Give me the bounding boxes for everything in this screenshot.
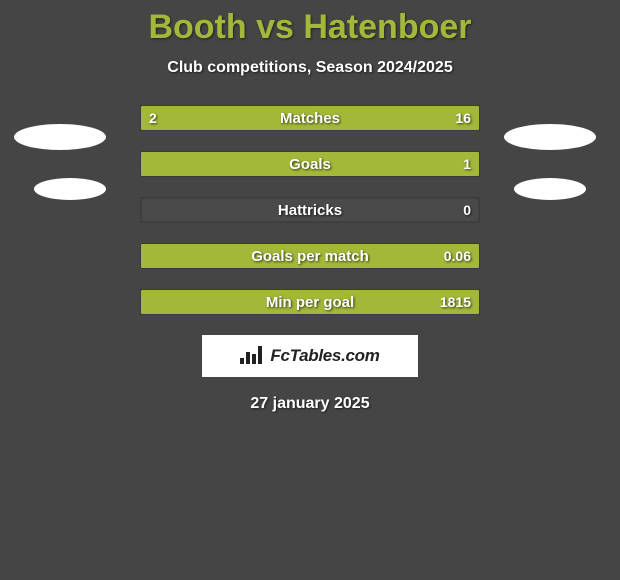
- stat-bar: Goals1: [140, 151, 480, 177]
- page-subtitle: Club competitions, Season 2024/2025: [0, 59, 620, 77]
- stat-bar-right-fill: [141, 244, 479, 268]
- bars-icon: [240, 344, 264, 369]
- stat-value-left: 2: [149, 106, 157, 130]
- logo-box: FcTables.com: [202, 335, 418, 377]
- stat-value-right: 1815: [440, 290, 471, 314]
- stat-bar-left-fill: [141, 152, 310, 176]
- stat-bar-right-fill: [310, 152, 479, 176]
- stat-bar: Goals per match0.06: [140, 243, 480, 269]
- stat-bar: Hattricks0: [140, 197, 480, 223]
- decorative-oval: [14, 124, 106, 150]
- stat-value-right: 0.06: [444, 244, 471, 268]
- stat-value-right: 1: [463, 152, 471, 176]
- page-title: Booth vs Hatenboer: [0, 0, 620, 47]
- decorative-oval: [504, 124, 596, 150]
- decorative-oval: [514, 178, 586, 200]
- stat-bar: Min per goal1815: [140, 289, 480, 315]
- stat-value-right: 0: [463, 198, 471, 222]
- logo-text: FcTables.com: [270, 346, 379, 366]
- stat-value-right: 16: [455, 106, 471, 130]
- date-text: 27 january 2025: [0, 395, 620, 413]
- stat-bar: 2Matches16: [140, 105, 480, 131]
- stat-bar-right-fill: [141, 290, 479, 314]
- decorative-oval: [34, 178, 106, 200]
- stat-label: Hattricks: [141, 198, 479, 222]
- stat-bar-right-fill: [202, 106, 479, 130]
